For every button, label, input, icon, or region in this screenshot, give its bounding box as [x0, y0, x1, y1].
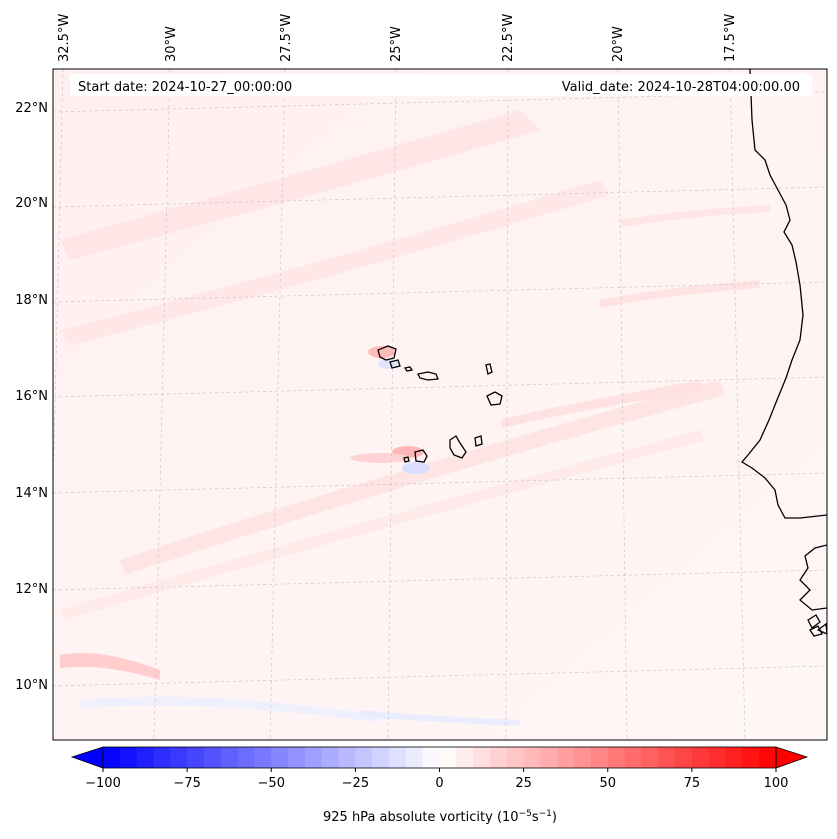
- lon-label: 27.5°W: [279, 14, 294, 62]
- colorbar-segment: [506, 747, 525, 768]
- colorbar-segment: [691, 747, 710, 768]
- colorbar-tick-label: −75: [173, 776, 200, 791]
- santiago-island: [449, 435, 467, 459]
- colorbar-segment: [523, 747, 541, 768]
- colorbar-segment: [456, 747, 474, 768]
- santo-antao-island: [377, 345, 397, 361]
- colorbar-segments: [103, 747, 777, 768]
- lon-label: 22.5°W: [501, 14, 516, 62]
- colorbar-segment: [136, 747, 154, 768]
- colorbar-segment: [355, 747, 373, 768]
- colorbar-tick-label: −100: [85, 776, 121, 791]
- sao-nicolau-island: [403, 366, 439, 381]
- map-panel: [53, 69, 827, 740]
- lat-label: 20°N: [15, 196, 48, 211]
- colorbar-segment: [624, 747, 642, 768]
- brava-island: [403, 456, 410, 463]
- colorbar-segment: [590, 747, 609, 768]
- boa-vista-island: [486, 391, 503, 406]
- map-frame: [52, 68, 828, 741]
- colorbar-segment: [641, 747, 659, 768]
- colorbar-segment: [557, 747, 575, 768]
- colorbar-tick-label: 50: [599, 776, 616, 791]
- colorbar-segment: [439, 747, 457, 768]
- colorbar-segment: [607, 747, 626, 768]
- colorbar-tick-label: 100: [764, 776, 789, 791]
- colorbar-segment: [338, 747, 356, 768]
- lon-label: 25°W: [389, 26, 404, 62]
- lat-label: 18°N: [15, 293, 48, 308]
- colorbar-segment: [237, 747, 255, 768]
- colorbar-segment: [422, 747, 440, 768]
- colorbar-segment: [288, 747, 306, 768]
- lon-label: 30°W: [164, 26, 179, 62]
- fogo-island: [414, 449, 428, 463]
- africa-coastline: [741, 69, 827, 519]
- colorbar-segment: [489, 747, 508, 768]
- colorbar-ticks: −100 −75 −50 −25 0 25 50 75 100: [85, 768, 788, 791]
- colorbar-segment: [220, 747, 239, 768]
- colorbar-segment: [321, 747, 340, 768]
- colorbar-tick-label: −25: [342, 776, 369, 791]
- colorbar-segment: [473, 747, 491, 768]
- colorbar-segment: [759, 747, 777, 768]
- colorbar-segment: [675, 747, 693, 768]
- colorbar-segment: [389, 747, 407, 768]
- lon-label: 17.5°W: [723, 14, 738, 62]
- colorbar-tick-label: −50: [258, 776, 285, 791]
- date-header-box: [70, 74, 812, 96]
- colorbar-segment: [271, 747, 289, 768]
- lon-label: 32.5°W: [57, 14, 72, 62]
- colorbar-segment: [372, 747, 390, 768]
- colorbar-segment: [742, 747, 760, 768]
- colorbar-segment: [153, 747, 171, 768]
- colorbar-segment: [405, 747, 424, 768]
- colorbar: −100 −75 −50 −25 0 25 50 75 100 925 hPa absolute…: [70, 746, 809, 825]
- colorbar-segment: [103, 747, 121, 768]
- colorbar-segment: [540, 747, 558, 768]
- valid-date-label: Valid_date: 2024-10-28T04:00:00.00: [562, 80, 800, 95]
- lat-label: 14°N: [15, 486, 48, 501]
- colorbar-tick-label: 0: [435, 776, 443, 791]
- colorbar-segment: [304, 747, 323, 768]
- colorbar-segment: [574, 747, 592, 768]
- lat-label: 22°N: [15, 101, 48, 116]
- colorbar-segment: [203, 747, 222, 768]
- colorbar-label: 925 hPa absolute vorticity (10−5s−1): [323, 809, 557, 825]
- lat-label: 16°N: [15, 389, 48, 404]
- colorbar-tick-label: 75: [684, 776, 701, 791]
- colorbar-segment: [725, 747, 743, 768]
- colorbar-max-extend: [775, 746, 809, 769]
- colorbar-segment: [254, 747, 272, 768]
- lon-label: 20°W: [611, 26, 626, 62]
- colorbar-segment: [119, 747, 138, 768]
- map-gridlines: [53, 69, 827, 740]
- coast-south-part: [799, 544, 827, 611]
- colorbar-segment: [170, 747, 188, 768]
- colorbar-min-extend: [70, 746, 104, 769]
- map-background: [53, 69, 827, 740]
- colorbar-tick-label: 25: [515, 776, 532, 791]
- sao-vicente-island: [389, 359, 401, 369]
- latitude-labels: 22°N 20°N 18°N 16°N 14°N 12°N 10°N: [15, 101, 48, 693]
- colorbar-segment: [708, 747, 727, 768]
- lat-label: 12°N: [15, 582, 48, 597]
- maio-island: [474, 435, 483, 447]
- longitude-labels: 32.5°W 30°W 27.5°W 25°W 22.5°W 20°W 17.5…: [57, 14, 738, 62]
- vorticity-field: [60, 110, 770, 726]
- sal-island: [485, 363, 493, 375]
- start-date-label: Start date: 2024-10-27_00:00:00: [78, 80, 292, 95]
- lat-label: 10°N: [15, 678, 48, 693]
- colorbar-segment: [658, 747, 676, 768]
- coastlines: [377, 69, 827, 637]
- colorbar-segment: [187, 747, 205, 768]
